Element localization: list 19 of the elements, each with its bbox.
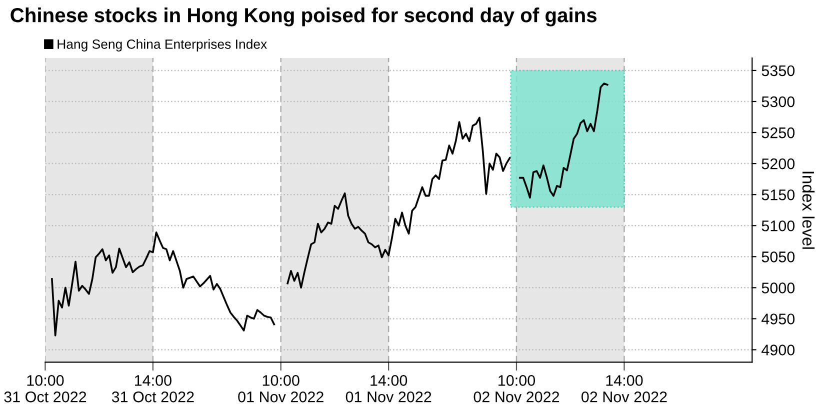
y-tick-label: 4900 (762, 344, 795, 356)
x-tick-label: 10:00 02 Nov 2022 (474, 375, 560, 402)
chart-title: Chinese stocks in Hong Kong poised for second day of gains (10, 8, 596, 26)
y-tick-label: 5050 (762, 252, 795, 262)
x-tick-label: 10:00 01 Nov 2022 (238, 375, 324, 402)
legend-label: Hang Seng China Enterprises Index (58, 39, 267, 52)
x-tick-label: 14:00 01 Nov 2022 (346, 375, 432, 402)
y-tick-label: 4950 (762, 314, 795, 324)
y-tick-label: 5200 (762, 158, 795, 170)
y-tick-label: 5150 (762, 189, 795, 200)
y-tick-label: 5250 (762, 127, 795, 138)
y-tick-label: 5000 (762, 282, 795, 294)
y-tick-label: 5350 (762, 65, 795, 76)
y-tick-label: 5100 (762, 220, 795, 232)
x-tick-label: 14:00 31 Oct 2022 (112, 375, 194, 402)
y-axis-title: Index level (802, 172, 815, 249)
x-tick-label: 14:00 02 Nov 2022 (581, 375, 667, 402)
x-tick-label: 10:00 31 Oct 2022 (4, 375, 86, 402)
y-tick-label: 5300 (762, 96, 795, 108)
